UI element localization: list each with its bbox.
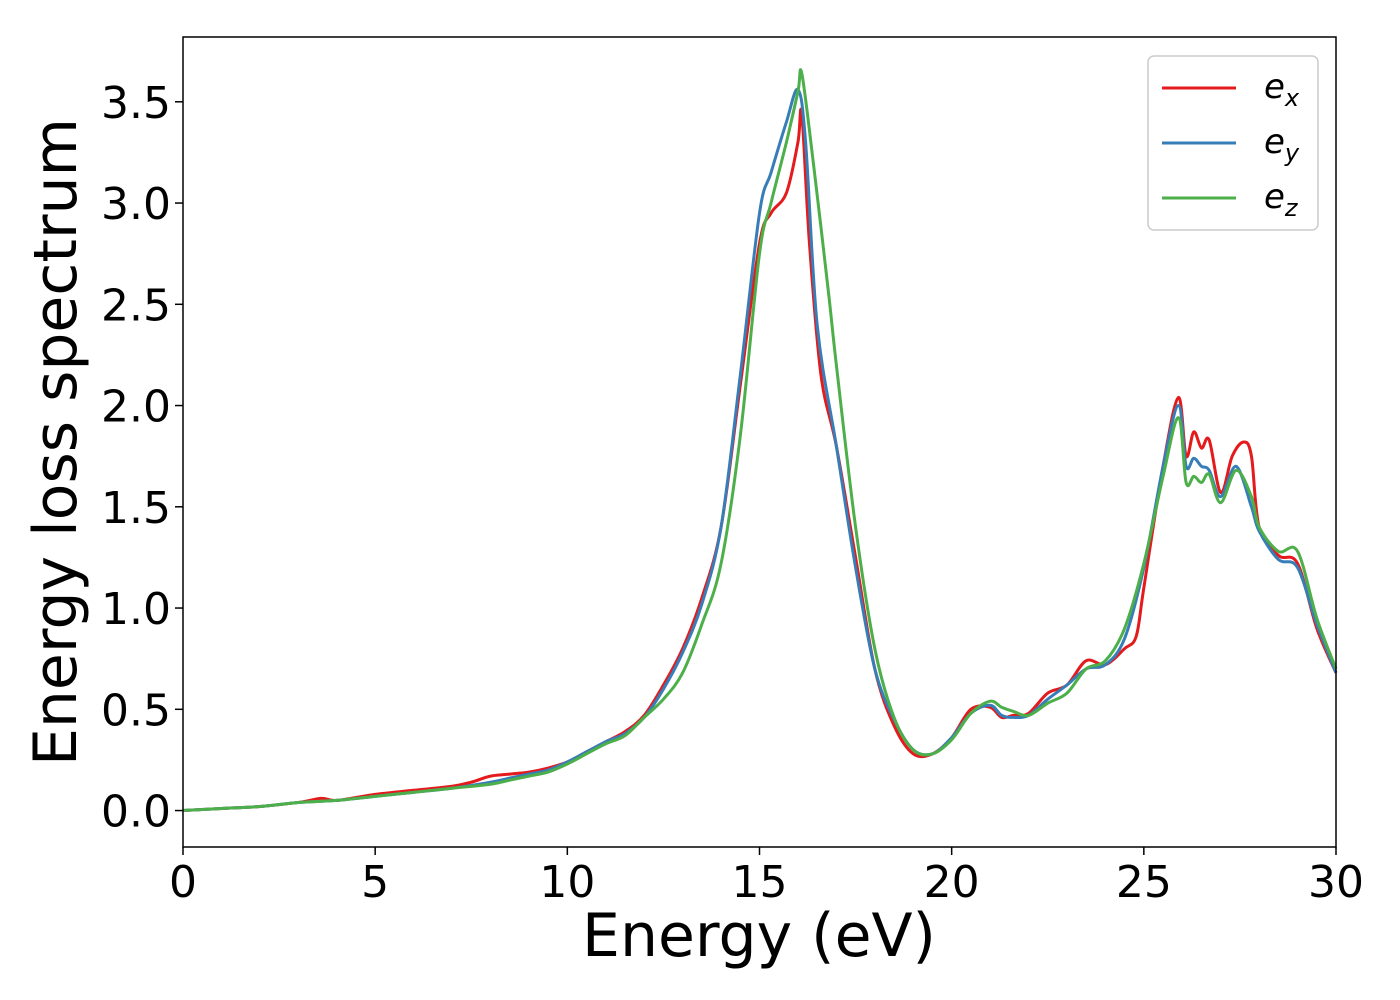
y-tick-label: 2.0 xyxy=(101,382,171,433)
legend-label-z: ez xyxy=(1264,177,1299,222)
y-tick-label: 3.5 xyxy=(101,78,171,129)
x-tick-label: 10 xyxy=(539,857,595,908)
x-tick-label: 5 xyxy=(361,857,389,908)
y-tick-label: 0.5 xyxy=(101,685,171,736)
y-axis-title: Energy loss spectrum xyxy=(21,118,91,766)
x-axis-title: Energy (eV) xyxy=(582,901,936,971)
y-tick-label: 0.0 xyxy=(101,787,171,838)
x-tick-label: 0 xyxy=(169,857,197,908)
y-axis: 0.0 0.5 1.0 1.5 2.0 2.5 3.0 3.5 xyxy=(101,78,183,838)
x-tick-label: 30 xyxy=(1308,857,1364,908)
y-tick-label: 3.0 xyxy=(101,179,171,230)
y-tick-label: 1.5 xyxy=(101,483,171,534)
series-line-y xyxy=(182,88,1338,813)
legend: ex ey ez xyxy=(1147,55,1319,231)
y-tick-label: 1.0 xyxy=(101,584,171,635)
legend-label-x: ex xyxy=(1264,67,1300,112)
x-tick-label: 15 xyxy=(732,857,788,908)
series-line-z xyxy=(182,68,1338,813)
series-layer xyxy=(182,68,1338,813)
y-tick-label: 2.5 xyxy=(101,280,171,331)
x-tick-label: 25 xyxy=(1116,857,1172,908)
x-tick-label: 20 xyxy=(924,857,980,908)
x-axis: 0 5 10 15 20 25 30 xyxy=(169,847,1364,908)
legend-label-y: ey xyxy=(1264,122,1300,167)
